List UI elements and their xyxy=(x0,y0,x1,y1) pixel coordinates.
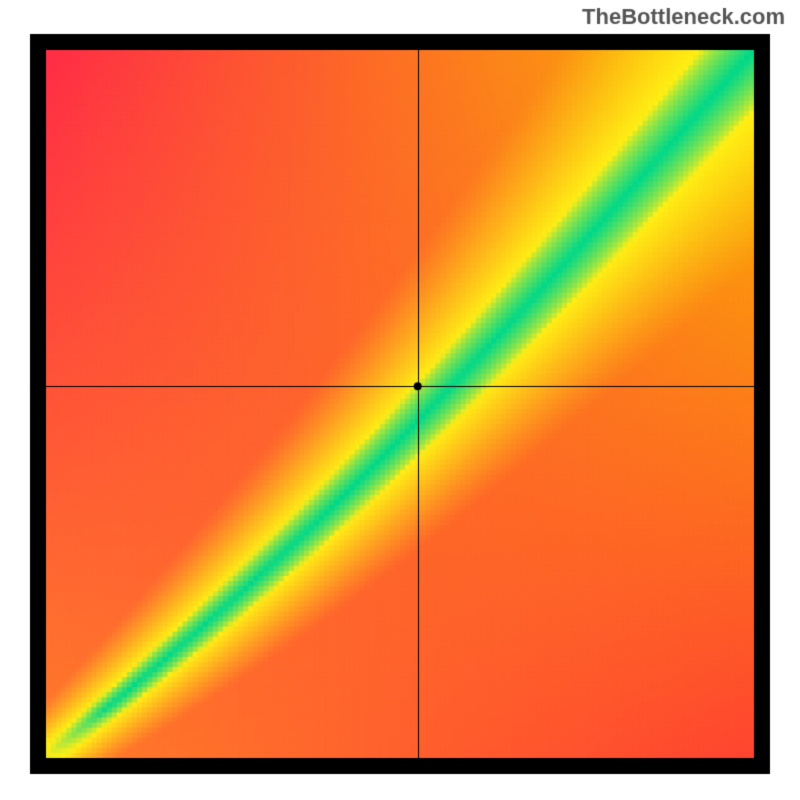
chart-container xyxy=(0,0,800,800)
bottleneck-heatmap xyxy=(0,0,800,800)
